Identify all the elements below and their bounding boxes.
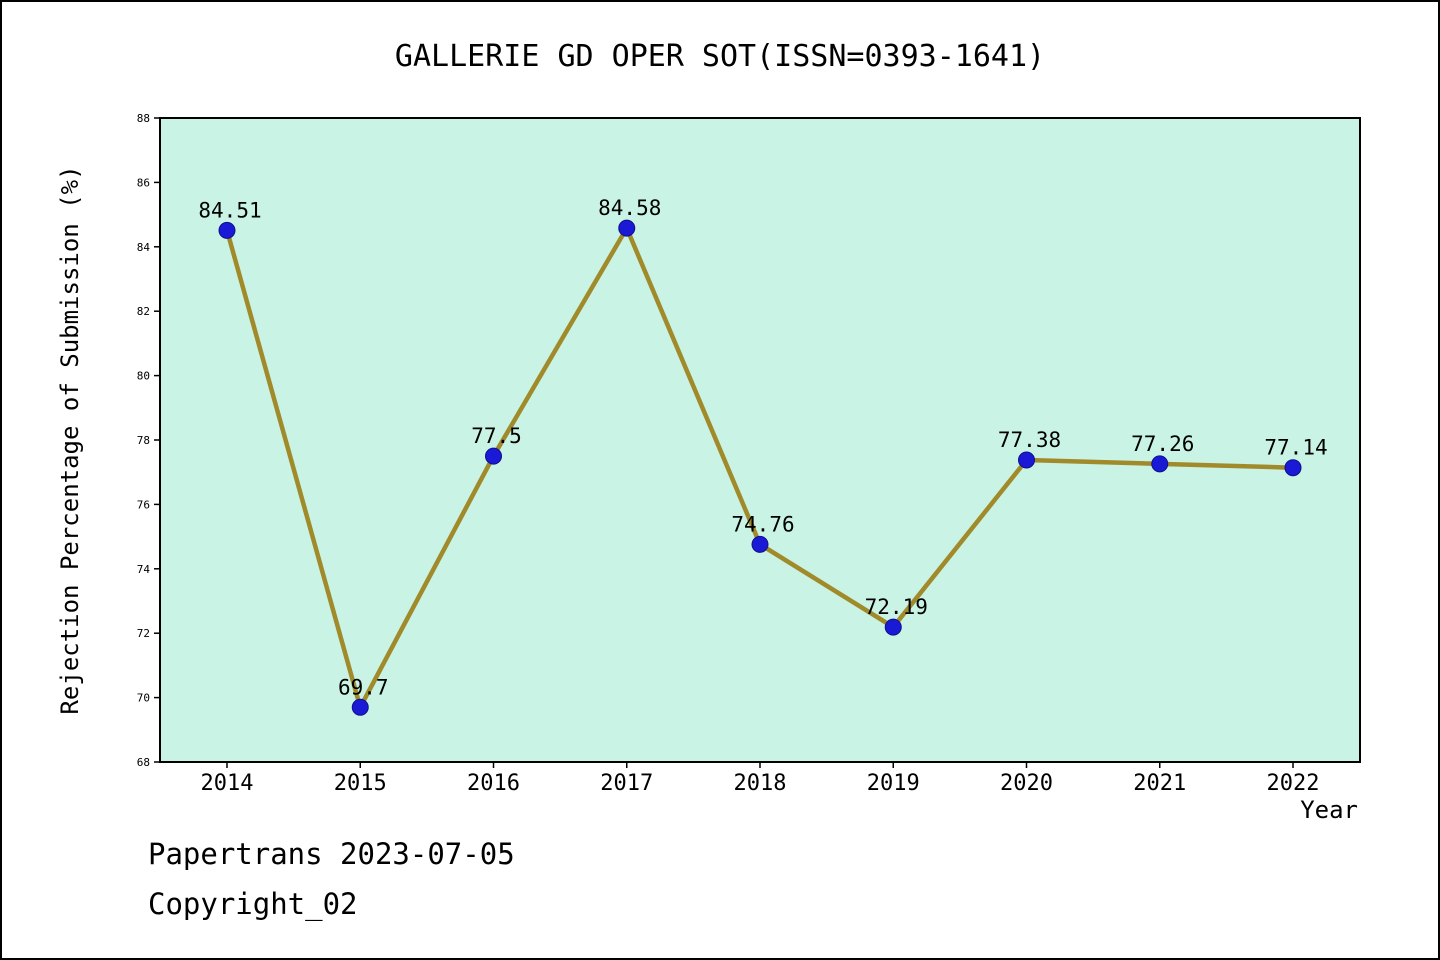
- x-tick-label: 2022: [1267, 771, 1320, 796]
- x-tick-label: 2019: [867, 771, 920, 796]
- data-point-label: 74.76: [731, 512, 794, 536]
- y-tick-label: 88: [137, 112, 150, 125]
- data-point-label: 77.14: [1264, 436, 1327, 460]
- x-axis-label: Year: [1300, 796, 1358, 824]
- data-point-label: 69.7: [338, 675, 389, 699]
- data-point: [351, 698, 369, 716]
- plot-background: [159, 117, 1361, 763]
- y-axis-label: Rejection Percentage of Submission (%): [56, 165, 84, 714]
- chart-title: GALLERIE GD OPER SOT(ISSN=0393-1641): [395, 39, 1045, 74]
- y-tick-label: 76: [137, 498, 150, 511]
- x-tick-label: 2017: [600, 771, 653, 796]
- data-point: [618, 219, 636, 237]
- footer-copyright: Copyright_02: [148, 887, 358, 922]
- y-tick-label: 68: [137, 756, 150, 769]
- x-tick-label: 2015: [334, 771, 387, 796]
- y-tick-label: 86: [137, 176, 150, 189]
- data-point: [884, 618, 902, 636]
- footer-source-date: Papertrans 2023-07-05: [148, 837, 515, 871]
- data-point: [485, 447, 502, 465]
- data-point: [218, 221, 236, 239]
- plot-area: 68 70 72 74 76 78 80 82 84 86 88 2014 2015 2016 2017 20…: [137, 112, 1361, 796]
- y-tick-label: 84: [137, 241, 151, 254]
- y-tick-label: 80: [137, 370, 150, 383]
- data-point: [1284, 459, 1302, 477]
- x-tick-label: 2021: [1133, 771, 1186, 796]
- y-tick-label: 72: [137, 627, 150, 640]
- data-point: [751, 535, 769, 553]
- y-tick-label: 82: [137, 305, 150, 318]
- x-tick-label: 2016: [467, 771, 520, 796]
- y-tick-label: 74: [137, 563, 151, 576]
- data-point-label: 77.26: [1131, 432, 1194, 456]
- data-point: [1151, 455, 1169, 473]
- data-point-label: 72.19: [865, 595, 928, 619]
- x-tick-label: 2014: [201, 771, 254, 796]
- x-tick-label: 2020: [1000, 771, 1053, 796]
- data-point-label: 84.58: [598, 196, 661, 220]
- data-point-label: 84.51: [198, 198, 261, 222]
- x-tick-label: 2018: [734, 771, 787, 796]
- data-point-label: 77.38: [998, 428, 1061, 452]
- data-point: [1018, 451, 1035, 469]
- y-tick-label: 78: [137, 434, 150, 447]
- data-point-label: 77.5: [471, 424, 522, 448]
- y-tick-label: 70: [137, 692, 150, 705]
